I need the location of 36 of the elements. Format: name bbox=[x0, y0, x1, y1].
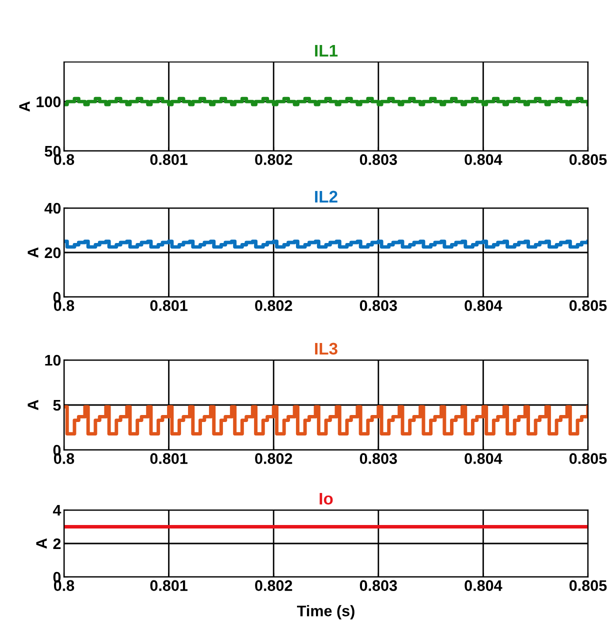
x-tick-label: 0.801 bbox=[150, 300, 188, 311]
x-axis-title: Time (s) bbox=[297, 605, 354, 620]
x-tick-label: 0.803 bbox=[360, 154, 397, 166]
y-tick-label: 20 bbox=[44, 247, 61, 258]
y-axis-title: A bbox=[28, 247, 38, 258]
x-tick-label: 0.803 bbox=[360, 453, 397, 464]
x-tick-label: 0.802 bbox=[255, 453, 292, 464]
x-tick-label: 0.805 bbox=[569, 154, 607, 165]
x-tick-label: 0.802 bbox=[255, 300, 292, 311]
x-tick-label: 0.805 bbox=[569, 580, 607, 591]
y-tick-label: 40 bbox=[44, 202, 61, 214]
y-tick-label: 5 bbox=[53, 400, 61, 411]
y-axis-title: A bbox=[36, 538, 47, 549]
x-tick-label: 0.803 bbox=[360, 580, 397, 592]
y-axis-title: A bbox=[19, 101, 30, 112]
y-tick-label: 4 bbox=[52, 505, 62, 516]
x-tick-label: 0.805 bbox=[569, 300, 607, 311]
chart-title: IL3 bbox=[315, 342, 338, 355]
x-tick-label: 0.802 bbox=[255, 580, 292, 591]
x-tick-label: 0.805 bbox=[569, 453, 607, 464]
y-tick-label: 2 bbox=[53, 538, 61, 550]
x-tick-label: 0.802 bbox=[255, 154, 292, 165]
x-tick-label: 0.804 bbox=[464, 453, 502, 464]
x-tick-label: 0.801 bbox=[150, 453, 188, 464]
chart-title: IL1 bbox=[315, 44, 338, 56]
x-tick-label: 0.801 bbox=[150, 154, 188, 165]
x-tick-label: 0.801 bbox=[150, 580, 188, 591]
x-tick-label: 0.803 bbox=[360, 300, 397, 312]
x-tick-label: 0.804 bbox=[464, 154, 502, 165]
chart-title: IL2 bbox=[315, 190, 338, 202]
y-tick-label: 100 bbox=[36, 96, 61, 108]
chart-title: Io bbox=[320, 492, 333, 505]
x-tick-label: 0.804 bbox=[464, 580, 502, 591]
x-tick-label: 0.804 bbox=[464, 300, 502, 311]
y-tick-label: 10 bbox=[45, 354, 61, 366]
y-axis-title: A bbox=[28, 400, 38, 410]
